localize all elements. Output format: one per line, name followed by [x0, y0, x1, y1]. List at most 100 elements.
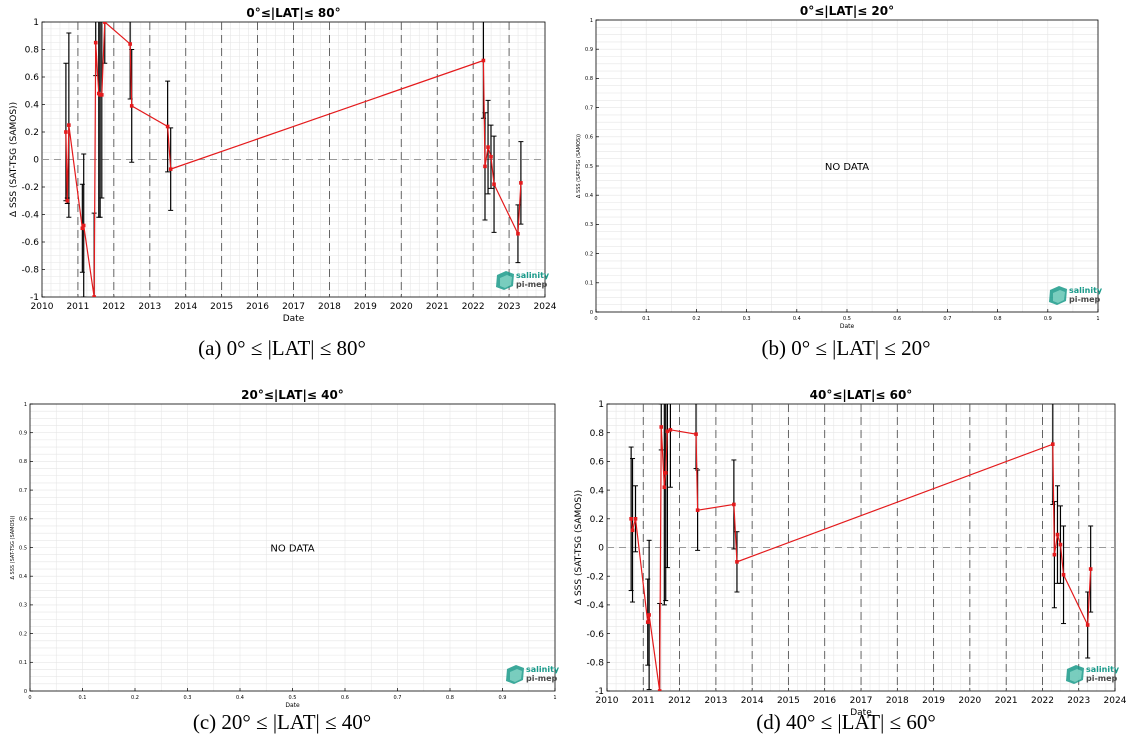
chart-d-point [732, 502, 736, 507]
chart-a-ytick-label: -0.8 [21, 266, 39, 276]
chart-d-point [668, 428, 673, 432]
chart-b-xtick-label: 0.2 [692, 316, 700, 322]
chart-d-point [630, 528, 635, 533]
chart-a-xtick-label: 2021 [426, 302, 449, 312]
chart-a-xtick-label: 2015 [210, 302, 233, 312]
chart-c-xtick-label: 0.7 [394, 695, 402, 701]
chart-c-xtick-label: 0.6 [341, 695, 349, 701]
chart-d-xtick-label: 2012 [668, 696, 691, 706]
chart-c-ytick-label: 0.2 [19, 631, 27, 637]
logo-line1: salinity [1069, 286, 1103, 295]
chart-d-point [665, 429, 670, 434]
chart-d-point [694, 432, 698, 436]
chart-d-xtick-label: 2017 [850, 696, 873, 706]
chart-a-point [516, 231, 520, 236]
chart-a-point [481, 58, 486, 63]
chart-d-series-0 [628, 404, 1094, 691]
chart-c-xtick-label: 1 [553, 695, 556, 701]
chart-b-xtick-label: 0.6 [893, 316, 901, 322]
chart-d-ytick-label: 1 [598, 400, 604, 410]
chart-c-ytick-label: 0.5 [19, 545, 27, 551]
chart-a-xtick-label: 2018 [318, 302, 341, 312]
chart-a-ytick-label: 1 [33, 18, 39, 28]
chart-b-caption: (b) 0° ≤ |LAT| ≤ 20° [761, 336, 931, 360]
chart-c-xtick-label: 0.1 [79, 695, 87, 701]
chart-a-point [92, 295, 96, 297]
chart-c-ytick-label: 0.4 [19, 574, 27, 580]
chart-b-title: 0°≤|LAT|≤ 20° [800, 4, 894, 18]
chart-a-xtick-label: 2013 [138, 302, 161, 312]
chart-a-point [81, 223, 86, 228]
chart-c-xtick-label: 0.5 [289, 695, 297, 701]
chart-b-ytick-label: 0.2 [585, 251, 593, 257]
chart-a-point [486, 145, 490, 149]
chart-c-ytick-label: 0.3 [19, 603, 27, 609]
chart-a-xtick-label: 2024 [534, 302, 557, 312]
chart-a-xtick-label: 2020 [390, 302, 413, 312]
chart-d-point [1051, 442, 1055, 446]
chart-a-xtick-label: 2017 [282, 302, 305, 312]
chart-b-ytick-label: 0.6 [585, 135, 593, 141]
chart-a-point [129, 104, 134, 108]
chart-d-xtick-label: 2022 [1031, 696, 1054, 706]
chart-a-point [65, 198, 70, 203]
chart-b-xtick-label: 0.9 [1044, 316, 1052, 322]
chart-c-ylabel: Δ SSS (SAT-TSG (SAMOS)) [10, 515, 16, 579]
chart-b-xtick-label: 0 [594, 316, 597, 322]
chart-a-ytick-label: 0 [33, 156, 39, 166]
chart-d-point [629, 517, 633, 521]
chart-a-point [67, 123, 71, 127]
chart-d-xtick-label: 2020 [958, 696, 981, 706]
chart-a-ytick-label: 0.8 [25, 46, 40, 56]
chart-d-ylabel: Δ SSS (SAT-TSG (SAMOS)) [574, 490, 584, 605]
chart-c-ytick-label: 0.6 [19, 517, 27, 523]
chart-b-xtick-label: 0.8 [994, 316, 1002, 322]
chart-b-ytick-label: 0.8 [585, 76, 593, 82]
chart-b-xtick-label: 0.5 [843, 316, 851, 322]
chart-d-point [1052, 552, 1057, 557]
chart-a-point [102, 22, 107, 24]
chart-b-plot: 0 0.1 0.2 0.3 0.4 0.5 0.6 0.7 0.8 0.9 1 0 0.1 0.2 0.3 0… [576, 4, 1103, 330]
chart-c-xtick-label: 0.9 [499, 695, 507, 701]
chart-a-series-0 [63, 22, 524, 297]
chart-d-xtick-label: 2023 [1067, 696, 1090, 706]
chart-d-ytick-label: -1 [595, 687, 604, 697]
chart-b-xlabel: Date [840, 323, 855, 330]
chart-a-ytick-label: 0.6 [25, 73, 40, 83]
chart-d-point [657, 689, 662, 691]
chart-c-title: 20°≤|LAT|≤ 40° [241, 388, 344, 402]
chart-a-point [80, 226, 85, 231]
chart-c-xlabel: Date [285, 702, 300, 709]
chart-d-point [647, 613, 651, 617]
chart-d-point [1061, 572, 1066, 577]
logo-line2: pi-mep [1069, 295, 1101, 304]
chart-c-xtick-label: 0.3 [184, 695, 192, 701]
chart-d-point [662, 485, 667, 490]
chart-d-title: 40°≤|LAT|≤ 60° [810, 388, 913, 402]
chart-b-xtick-label: 0.3 [743, 316, 751, 322]
chart-b-ytick-label: 0.9 [585, 47, 593, 53]
chart-d-series-line [630, 426, 1092, 691]
chart-a-xtick-label: 2022 [462, 302, 485, 312]
chart-a-point [93, 40, 98, 45]
chart-panel-d: 2010 2011 2012 2013 2014 2015 2016 2017 2018 2019… [564, 378, 1128, 753]
chart-d-xtick-label: 2014 [741, 696, 764, 706]
chart-panel-c: 0 0.1 0.2 0.3 0.4 0.5 0.6 0.7 0.8 0.9 1 0 0.1 0.2 0.3 0… [0, 378, 564, 753]
chart-b-xtick-label: 0.7 [943, 316, 951, 322]
chart-a-ytick-label: -0.2 [21, 183, 39, 193]
chart-b-ytick-label: 0.3 [585, 222, 593, 228]
chart-b-xtick-label: 0.1 [642, 316, 650, 322]
chart-d-point [633, 517, 638, 521]
chart-d-ytick-label: 0.2 [590, 515, 604, 525]
chart-b-ytick-label: 0.1 [585, 281, 593, 287]
chart-d-ytick-label: -0.2 [586, 572, 604, 582]
chart-d-xtick-label: 2024 [1104, 696, 1127, 706]
chart-d-xtick-label: 2016 [813, 696, 836, 706]
chart-c-no-data: NO DATA [270, 544, 314, 555]
chart-d-point [659, 425, 664, 429]
chart-a-xtick-label: 2019 [354, 302, 377, 312]
chart-a-caption: (a) 0° ≤ |LAT| ≤ 80° [198, 336, 366, 360]
chart-d-ytick-label: 0.6 [590, 458, 605, 468]
chart-b-ytick-label: 0.4 [585, 193, 593, 199]
